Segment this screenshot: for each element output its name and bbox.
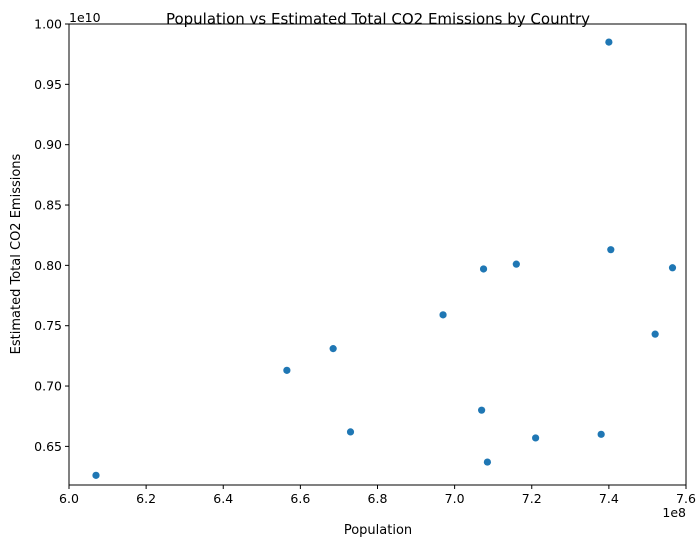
scatter-point xyxy=(532,434,540,442)
x-axis-label: Population xyxy=(344,523,412,538)
x-tick-label: 6.0 xyxy=(59,491,79,506)
scatter-point xyxy=(329,345,337,353)
x-tick-label: 7.4 xyxy=(599,491,619,506)
scatter-point xyxy=(439,311,447,319)
scatter-point xyxy=(478,406,486,414)
y-axis-offset-label: 1e10 xyxy=(69,10,101,25)
chart-title: Population vs Estimated Total CO2 Emissi… xyxy=(166,10,590,28)
scatter-point xyxy=(483,458,492,466)
scatter-point xyxy=(651,330,659,338)
scatter-point xyxy=(607,246,615,254)
y-axis-ticks: 0.65 0.70 0.75 0.80 0.85 0.90 0.95 1.00 xyxy=(34,17,69,454)
scatter-point xyxy=(479,265,488,273)
scatter-point xyxy=(283,366,291,374)
x-tick-label: 7.6 xyxy=(676,491,696,506)
y-tick-label: 0.90 xyxy=(34,137,62,152)
x-tick-label: 7.0 xyxy=(445,491,465,506)
data-points xyxy=(92,38,677,479)
scatter-point xyxy=(346,428,355,436)
x-tick-label: 6.2 xyxy=(136,491,156,506)
x-axis-offset-label: 1e8 xyxy=(662,505,686,520)
scatter-point xyxy=(92,471,100,479)
x-tick-label: 7.2 xyxy=(522,491,542,506)
scatter-point xyxy=(605,38,613,46)
scatter-point xyxy=(512,260,520,268)
y-tick-label: 1.00 xyxy=(34,17,62,32)
y-tick-label: 0.70 xyxy=(34,379,62,394)
x-tick-label: 6.6 xyxy=(290,491,310,506)
y-axis-label: Estimated Total CO2 Emissions xyxy=(9,153,24,354)
y-tick-label: 0.80 xyxy=(34,258,62,273)
scatter-point xyxy=(668,264,677,272)
y-tick-label: 0.85 xyxy=(34,198,62,213)
y-tick-label: 0.95 xyxy=(34,77,62,92)
y-tick-label: 0.75 xyxy=(34,318,62,333)
x-tick-label: 6.8 xyxy=(368,491,388,506)
x-axis-ticks: 6.0 6.2 6.4 6.6 6.8 7.0 7.2 7.4 7.6 xyxy=(59,485,696,506)
scatter-point xyxy=(597,430,605,438)
plot-area-frame xyxy=(68,23,687,486)
x-tick-label: 6.4 xyxy=(213,491,233,506)
y-tick-label: 0.65 xyxy=(34,439,62,454)
